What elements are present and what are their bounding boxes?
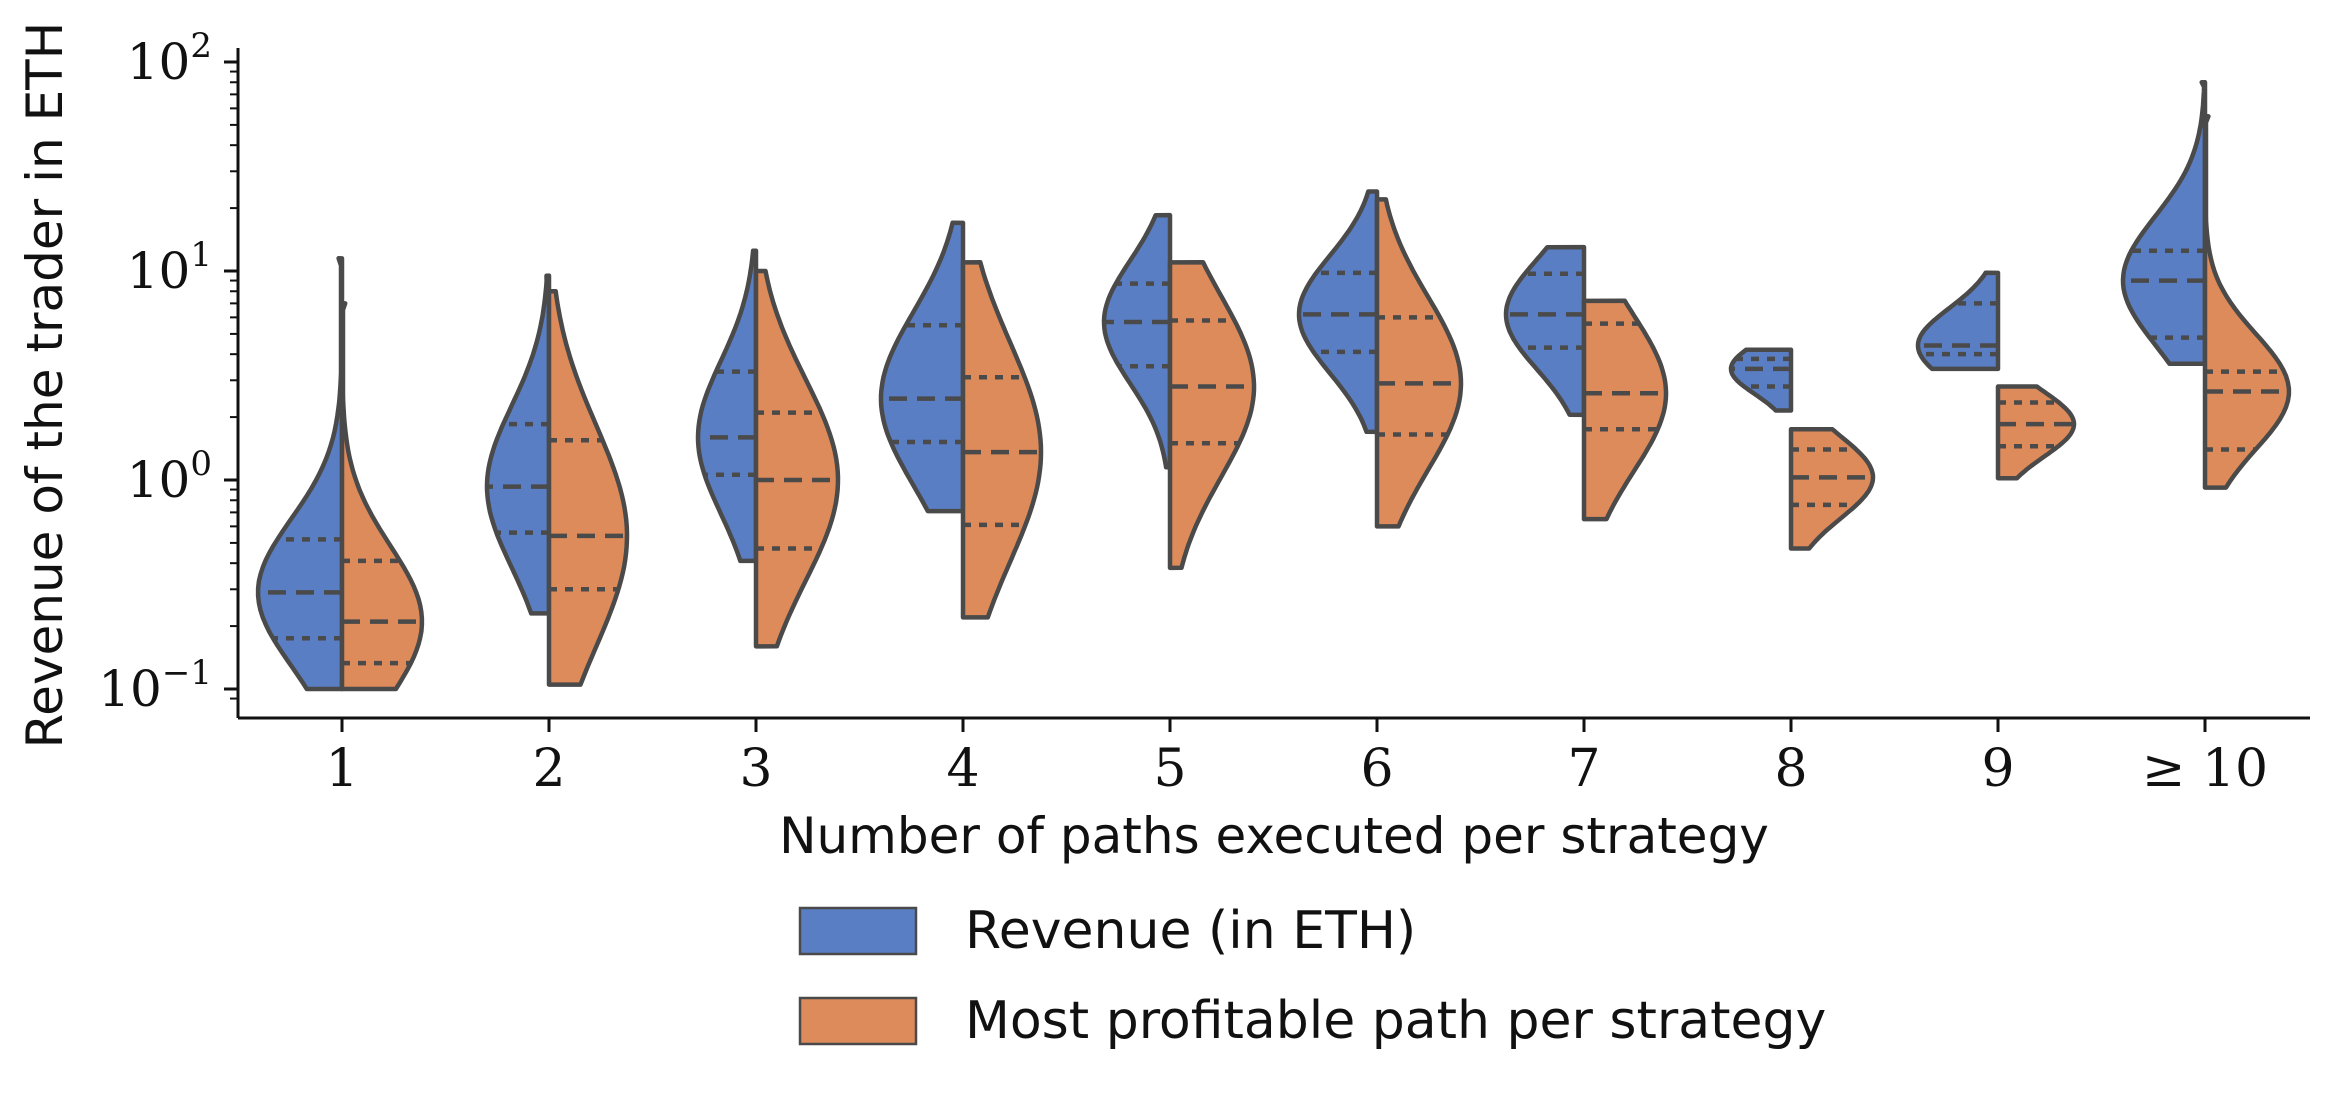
x-tick-label: ≥ 10 bbox=[2142, 739, 2268, 799]
x-tick-label: 7 bbox=[1567, 739, 1600, 799]
violin-revenue-1 bbox=[255, 256, 345, 692]
legend-label-revenue: Revenue (in ETH) bbox=[965, 901, 1416, 961]
violin-revenue-2 bbox=[484, 273, 552, 616]
violin-best-path-1 bbox=[339, 301, 425, 692]
x-tick-label: 5 bbox=[1153, 739, 1186, 799]
violin-best-path-4 bbox=[960, 260, 1044, 620]
violin-revenue-6 bbox=[1296, 189, 1380, 435]
legend-swatch-revenue bbox=[798, 906, 918, 956]
x-tick-label: 9 bbox=[1981, 739, 2014, 799]
violins-layer bbox=[255, 80, 2292, 692]
x-tick-label: 4 bbox=[946, 739, 979, 799]
legend-swatch-best-path bbox=[798, 996, 918, 1046]
y-tick-label: 102 bbox=[127, 26, 212, 91]
y-tick-label: 100 bbox=[127, 444, 212, 509]
violin-revenue-5 bbox=[1101, 212, 1173, 470]
x-tick-label: 6 bbox=[1360, 739, 1393, 799]
violin-best-path-6 bbox=[1374, 197, 1464, 529]
violin-best-path-5 bbox=[1167, 260, 1257, 571]
violin-best-path-10 bbox=[2202, 114, 2292, 490]
violin-revenue-7 bbox=[1503, 244, 1587, 418]
violin-best-path-2 bbox=[546, 289, 630, 687]
violin-best-path-7 bbox=[1581, 298, 1669, 522]
x-tick-label: 3 bbox=[739, 739, 772, 799]
y-tick-label: 101 bbox=[127, 235, 212, 300]
y-tick-label: 10−1 bbox=[98, 653, 212, 718]
x-axis-label: Number of paths executed per strategy bbox=[779, 807, 1769, 865]
y-axis-label: Revenue of the trader in ETH bbox=[16, 22, 74, 749]
violin-revenue-3 bbox=[695, 248, 759, 564]
violin-best-path-8 bbox=[1788, 426, 1876, 551]
violin-revenue-4 bbox=[878, 220, 966, 514]
legend-label-best-path: Most profitable path per strategy bbox=[965, 991, 1826, 1051]
violin-best-path-9 bbox=[1995, 384, 2077, 481]
x-tick-label: 2 bbox=[532, 739, 565, 799]
x-tick-label: 1 bbox=[325, 739, 358, 799]
violin-revenue-10 bbox=[2120, 80, 2208, 366]
violin-best-path-3 bbox=[753, 268, 841, 649]
axes-layer: 10−1 100 101 102 1 2 3 4 5 6 7 8 9 ≥ 10 bbox=[98, 26, 2310, 799]
x-tick-label: 8 bbox=[1774, 739, 1807, 799]
legend: Revenue (in ETH) Most profitable path per… bbox=[798, 901, 1826, 1051]
